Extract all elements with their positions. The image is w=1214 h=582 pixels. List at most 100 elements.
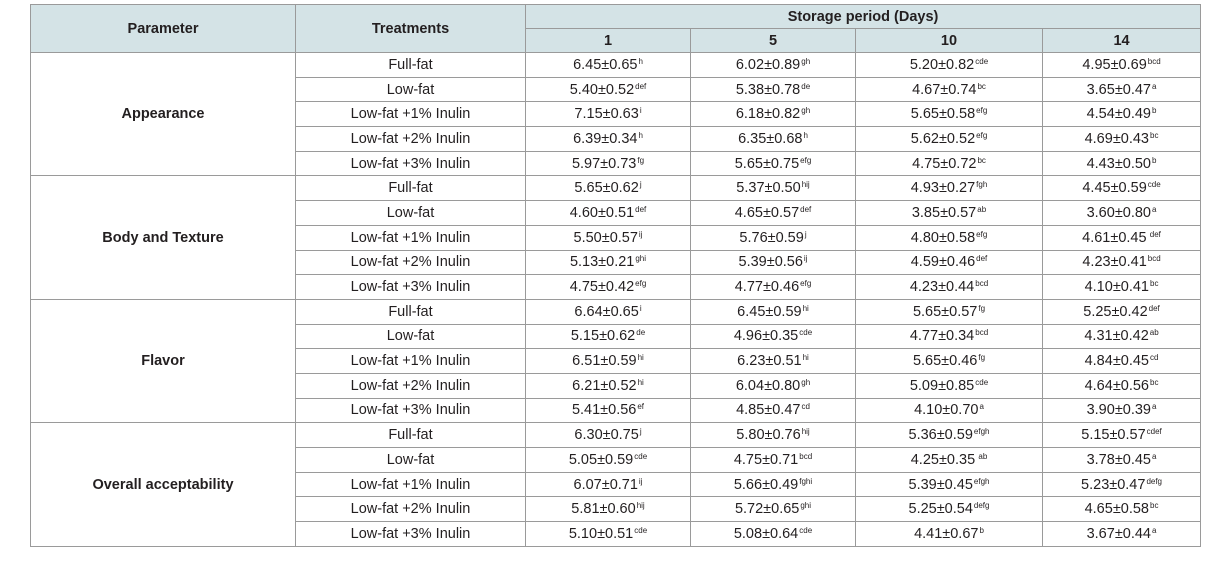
significance-letters: h (803, 130, 808, 140)
significance-letters: cd (801, 402, 810, 412)
mean-sd-value: 5.09±0.85 (909, 377, 975, 394)
significance-letters: bc (977, 155, 986, 165)
value-cell: 5.20±0.82cde (855, 52, 1043, 78)
value-cell: 4.61±0.45 def (1041, 224, 1202, 251)
mean-sd-value: 4.75±0.72 (912, 155, 977, 172)
significance-letters: efg (800, 279, 812, 289)
value-cell: 4.64±0.56bc (1041, 372, 1202, 399)
value-cell: 5.36±0.59efgh (855, 422, 1043, 448)
value-cell: 4.95±0.69bcd (1041, 52, 1202, 78)
significance-letters: ij (638, 476, 643, 486)
table-row: Low-fat 5.05±0.59cde 4.75±0.71bcd 4.25±0.35… (31, 447, 1202, 473)
value-cell: 4.45±0.59cde (1041, 175, 1202, 202)
value-cell: 4.65±0.58bc (1041, 496, 1202, 523)
value-cell: 3.60±0.80a (1041, 200, 1202, 226)
mean-sd-value: 6.18±0.82 (735, 106, 801, 123)
value-cell: 6.45±0.59hi (690, 298, 856, 325)
mean-sd-value: 5.65±0.75 (734, 155, 800, 172)
mean-sd-value: 5.13±0.21 (569, 254, 635, 271)
significance-letters: def (635, 81, 647, 91)
mean-sd-value: 4.64±0.56 (1084, 377, 1149, 394)
significance-letters: hij (636, 501, 645, 511)
significance-letters: cde (799, 525, 813, 535)
value-cell: 4.85±0.47cd (690, 397, 856, 424)
significance-letters: ef (637, 402, 645, 412)
value-cell: 6.07±0.71ij (525, 471, 691, 498)
mean-sd-value: 4.80±0.58 (910, 229, 976, 246)
significance-letters: def (635, 204, 647, 214)
value-cell: 4.10±0.70a (855, 397, 1043, 424)
significance-letters: h (638, 130, 643, 140)
value-cell: 4.77±0.46efg (690, 274, 856, 300)
table-row: Low-fat +3% Inulin 5.41±0.56ef 4.85±0.47cd… (31, 397, 1202, 424)
significance-letters: fg (637, 155, 645, 165)
mean-sd-value: 5.25±0.54 (908, 501, 973, 518)
value-cell: 4.67±0.74bc (855, 76, 1043, 103)
significance-letters: de (801, 81, 811, 91)
value-cell: 5.05±0.59cde (525, 447, 691, 473)
day-column-header: 10 (855, 28, 1043, 53)
mean-sd-value: 6.64±0.65 (574, 303, 639, 320)
significance-letters: ghi (635, 254, 647, 264)
significance-letters: a (979, 402, 984, 412)
treatment-cell: Low-fat (295, 323, 526, 350)
significance-letters: efg (976, 229, 988, 239)
mean-sd-value: 4.41±0.67 (914, 525, 979, 542)
value-cell: 6.30±0.75j (525, 422, 691, 448)
mean-sd-value: 4.10±0.41 (1084, 279, 1149, 296)
treatments-column-header: Treatments (295, 4, 526, 53)
mean-sd-value: 4.77±0.34 (909, 328, 975, 345)
significance-letters: hi (637, 353, 644, 363)
table-row: Flavor Full-fat 6.64±0.65i 6.45±0.59hi 5.65±… (30, 298, 1202, 424)
mean-sd-value: 4.67±0.74 (912, 81, 977, 98)
value-cell: 4.84±0.45cd (1041, 348, 1202, 374)
parameter-cell: Body and Texture (30, 175, 296, 300)
mean-sd-value: 6.02±0.89 (735, 56, 801, 73)
treatment-cell: Full-fat (295, 175, 526, 202)
value-cell: 5.25±0.42def (1041, 298, 1202, 325)
value-cell: 5.62±0.52efg (855, 126, 1043, 152)
significance-letters: i (639, 303, 642, 313)
value-cell: 4.31±0.42ab (1041, 323, 1202, 350)
value-cell: 6.64±0.65i (525, 298, 691, 325)
value-cell: 3.65±0.47a (1041, 76, 1202, 103)
value-cell: 5.97±0.73fg (525, 150, 691, 177)
value-cell: 6.23±0.51hi (690, 348, 856, 374)
value-cell: 4.10±0.41bc (1041, 274, 1202, 300)
significance-letters: cde (975, 377, 989, 387)
mean-sd-value: 4.60±0.51 (569, 204, 635, 221)
table-row: Low-fat +1% Inulin 6.51±0.59hi 6.23±0.51hi… (31, 348, 1202, 374)
significance-letters: bcd (1147, 254, 1161, 264)
value-cell: 5.65±0.75efg (690, 150, 856, 177)
value-cell: 5.80±0.76hij (690, 422, 856, 448)
mean-sd-value: 3.60±0.80 (1086, 204, 1151, 221)
significance-letters: ij (803, 254, 808, 264)
significance-letters: bc (1150, 130, 1159, 140)
mean-sd-value: 4.69±0.43 (1084, 130, 1149, 147)
value-cell: 7.15±0.63i (525, 101, 691, 128)
value-cell: 4.54±0.49b (1041, 101, 1202, 128)
value-cell: 5.65±0.62j (525, 175, 691, 202)
value-cell: 4.41±0.67b (855, 521, 1043, 547)
value-cell: 3.78±0.45a (1041, 447, 1202, 473)
mean-sd-value: 5.36±0.59 (908, 427, 973, 444)
significance-letters: cde (799, 328, 813, 338)
mean-sd-value: 4.43±0.50 (1086, 155, 1151, 172)
mean-sd-value: 4.75±0.71 (733, 451, 799, 468)
treatment-cell: Low-fat +2% Inulin (295, 372, 526, 399)
value-cell: 4.69±0.43bc (1041, 126, 1202, 152)
mean-sd-value: 5.20±0.82 (909, 56, 975, 73)
mean-sd-value: 6.23±0.51 (737, 353, 802, 370)
value-cell: 6.39±0.34h (525, 126, 691, 152)
significance-letters: fgh (976, 180, 988, 190)
significance-letters: bc (1150, 377, 1159, 387)
significance-letters: hi (802, 303, 809, 313)
value-cell: 5.72±0.65ghi (690, 496, 856, 523)
mean-sd-value: 4.59±0.46 (910, 254, 976, 271)
table-row: Low-fat +1% Inulin 5.50±0.57ij 5.76±0.59j 4… (31, 224, 1202, 251)
value-cell: 4.65±0.57def (690, 200, 856, 226)
mean-sd-value: 4.65±0.57 (734, 204, 800, 221)
value-cell: 5.10±0.51cde (525, 521, 691, 547)
value-cell: 6.21±0.52hi (525, 372, 691, 399)
significance-letters: j (804, 229, 807, 239)
